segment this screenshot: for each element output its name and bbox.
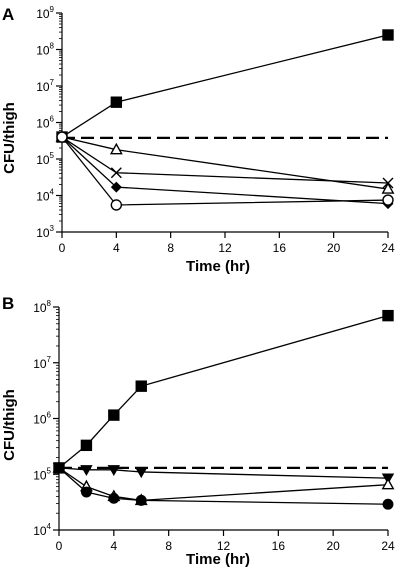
- panel-a-point-circle-open: [382, 194, 394, 206]
- panel-b-x-tick-label: 12: [217, 539, 231, 553]
- panel-a-y-axis-title: CFU/thigh: [1, 102, 18, 174]
- panel-a-y-tick-exponent: 8: [50, 42, 55, 51]
- panel-a-y-tick-base: 10: [36, 117, 50, 131]
- panel-a-x-tick-label: 8: [167, 241, 174, 255]
- panel-a-y-tick-label: 103: [36, 224, 54, 240]
- panel-b-point-triangle-down-filled: [80, 465, 93, 476]
- panel-b-y-tick-base: 10: [33, 301, 47, 315]
- panel-a-x-tick-label: 16: [273, 241, 287, 255]
- panel-a-y-tick-base: 10: [36, 7, 50, 21]
- panel-a-y-tick-label: 105: [36, 151, 54, 167]
- panel-b-y-tick-exponent: 8: [47, 299, 52, 308]
- panel-a-y-tick-base: 10: [36, 190, 50, 204]
- panel-b-point-square-filled: [382, 309, 394, 322]
- panel-a-y-tick-label: 107: [36, 78, 54, 94]
- panel-b-x-tick-label: 8: [165, 539, 172, 553]
- panel-a-point-square-filled: [110, 96, 123, 108]
- panel-b-x-tick-label: 4: [110, 539, 117, 553]
- panel-b-point-circle-filled: [80, 486, 92, 498]
- panel-a-point-x: [382, 177, 394, 189]
- panel-a-point-diamond-filled: [110, 181, 122, 193]
- panel-a-y-tick-base: 10: [36, 80, 50, 94]
- panel-b-y-tick-base: 10: [33, 357, 47, 371]
- panel-a-point-circle-open: [56, 131, 68, 143]
- panel-b-x-tick-label: 0: [56, 539, 63, 553]
- panel-b-point-triangle-open: [381, 477, 395, 490]
- panel-a-series-line-diamond-filled: [61, 136, 389, 205]
- panel-a-point-triangle-open: [381, 182, 395, 194]
- panel-a-y-tick-base: 10: [36, 153, 50, 167]
- panel-a-point-circle-open: [110, 199, 123, 211]
- panel-b-series-line-triangle-open: [58, 467, 389, 502]
- panel-b-y-tick-exponent: 5: [47, 466, 52, 475]
- panel-b-y-tick-label: 108: [33, 299, 51, 315]
- panel-b-x-tick-label: 16: [272, 539, 286, 553]
- panel-b-point-circle-filled: [108, 492, 120, 504]
- panel-a-x-axis-title: Time (hr): [186, 258, 250, 275]
- panel-a-y-tick-exponent: 4: [50, 188, 55, 197]
- panel-b-y-tick-exponent: 6: [47, 411, 52, 420]
- panel-b-point-circle-filled: [53, 462, 65, 474]
- panel-a: A CFU/thigh Time (hr) 103104105106107108…: [1, 5, 395, 275]
- panel-a-y-tick-label: 109: [36, 5, 54, 21]
- panel-a-y-tick-exponent: 6: [50, 115, 55, 124]
- panel-b-point-circle-filled: [382, 498, 394, 510]
- panel-a-y-tick-label: 104: [36, 188, 54, 204]
- panel-a-x-tick-label: 0: [59, 241, 66, 255]
- panel-a-point-square-filled: [382, 29, 394, 41]
- panel-a-x-tick-label: 12: [218, 241, 232, 255]
- panel-b-letter: B: [2, 294, 14, 313]
- panel-b-x-axis-title: Time (hr): [186, 551, 250, 568]
- panel-b-y-tick-exponent: 7: [47, 355, 52, 364]
- panel-a-x-tick-label: 24: [381, 241, 395, 255]
- panel-b-x-tick-label: 24: [381, 539, 395, 553]
- panel-a-y-tick-label: 108: [36, 42, 54, 58]
- panel-a-point-x: [110, 167, 122, 179]
- panel-a-y-tick-exponent: 7: [50, 78, 55, 87]
- panel-a-y-tick-label: 106: [36, 115, 54, 131]
- panel-a-y-tick-exponent: 5: [50, 151, 55, 160]
- panel-a-letter: A: [2, 5, 14, 24]
- panel-a-y-tick-base: 10: [36, 44, 50, 58]
- panel-a-y-tick-exponent: 3: [50, 224, 55, 233]
- panel-a-y-tick-exponent: 9: [50, 5, 55, 14]
- panel-b-point-triangle-down-filled: [107, 465, 121, 476]
- panel-a-series-line-circle-open: [61, 136, 389, 206]
- panel-a-y-tick-base: 10: [36, 226, 50, 240]
- panel-b-y-tick-exponent: 4: [47, 522, 52, 531]
- panel-b-series-line-triangle-down-filled: [58, 467, 389, 479]
- panel-a-series-line-square-filled: [61, 34, 389, 138]
- panel-b-point-triangle-down-filled: [135, 467, 148, 479]
- panel-b-series-line-circle-filled: [58, 467, 389, 505]
- panel-a-point-triangle-open: [109, 142, 123, 155]
- panel-a-x-tick-label: 20: [327, 241, 341, 255]
- panel-b-y-axis-title: CFU/thigh: [1, 389, 18, 461]
- panel-b-y-tick-label: 107: [33, 355, 51, 371]
- panel-a-x-tick-label: 4: [113, 241, 120, 255]
- panel-b-point-square-filled: [80, 439, 93, 452]
- panel-b-y-tick-base: 10: [33, 413, 47, 427]
- panel-b-y-tick-label: 104: [33, 522, 51, 538]
- panel-b-y-tick-label: 105: [33, 466, 51, 482]
- panel-b-series-line-square-filled: [58, 315, 389, 469]
- panel-b-point-square-filled: [108, 409, 120, 421]
- panel-b-point-circle-filled: [135, 494, 147, 506]
- panel-b-point-square-filled: [135, 380, 147, 392]
- panel-b-y-tick-base: 10: [33, 468, 47, 482]
- panel-b-y-tick-base: 10: [33, 524, 47, 538]
- panel-b-y-tick-label: 106: [33, 411, 51, 427]
- panel-a-series-line-x: [61, 136, 389, 184]
- panel-b-x-tick-label: 20: [326, 539, 340, 553]
